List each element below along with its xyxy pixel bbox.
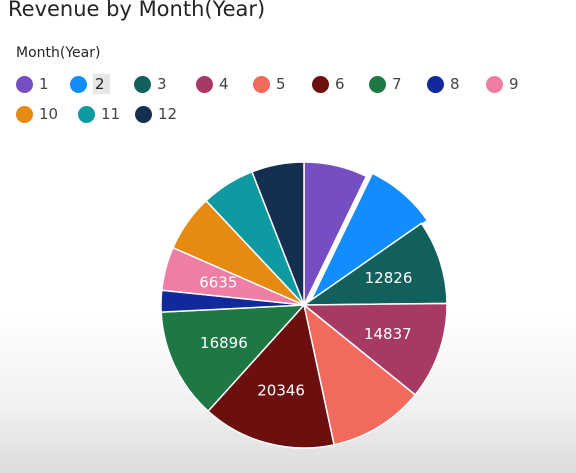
legend-swatch-6 xyxy=(312,75,329,93)
legend-label-9: 9 xyxy=(509,75,519,93)
chart-title: Revenue by Month(Year) xyxy=(8,0,266,21)
legend-label-11: 11 xyxy=(101,105,121,123)
legend-item-1[interactable]: 1 xyxy=(16,72,70,96)
legend-label-4: 4 xyxy=(219,75,229,93)
legend-item-6[interactable]: 6 xyxy=(312,72,369,96)
legend-swatch-4 xyxy=(196,75,213,93)
legend-swatch-8 xyxy=(427,75,444,93)
legend-item-10[interactable]: 10 xyxy=(16,102,78,126)
legend-item-2[interactable]: 2 xyxy=(70,72,134,96)
legend-swatch-9 xyxy=(486,75,503,93)
data-label-9: 6635 xyxy=(199,273,237,291)
legend: 1 2 3 4 5 6 7 8 xyxy=(16,69,576,129)
data-label-7: 16896 xyxy=(200,334,248,352)
legend-item-4[interactable]: 4 xyxy=(196,72,253,96)
legend-label-6: 6 xyxy=(335,75,345,93)
legend-swatch-7 xyxy=(369,75,386,93)
legend-label-7: 7 xyxy=(392,75,402,93)
legend-swatch-12 xyxy=(135,105,152,123)
legend-swatch-10 xyxy=(16,105,33,123)
legend-label-12: 12 xyxy=(158,105,178,123)
legend-item-8[interactable]: 8 xyxy=(427,72,486,96)
legend-item-7[interactable]: 7 xyxy=(369,72,427,96)
legend-item-3[interactable]: 3 xyxy=(134,72,196,96)
legend-label-10: 10 xyxy=(39,105,59,123)
legend-label-8: 8 xyxy=(450,75,460,93)
legend-row: 1 2 3 4 5 6 7 8 xyxy=(16,69,576,99)
pie-slice-4[interactable] xyxy=(301,302,448,396)
pie-slice-12[interactable] xyxy=(251,161,305,306)
legend-swatch-3 xyxy=(134,75,151,93)
legend-swatch-1 xyxy=(16,75,33,93)
pie-slice-3[interactable] xyxy=(301,222,448,306)
legend-label-5: 5 xyxy=(276,75,286,93)
data-label-4: 14837 xyxy=(364,325,412,343)
data-label-3: 12826 xyxy=(365,269,413,287)
legend-swatch-2 xyxy=(70,75,87,93)
pie-slice-6[interactable] xyxy=(207,303,335,449)
legend-item-11[interactable]: 11 xyxy=(78,102,135,126)
legend-label-3: 3 xyxy=(157,75,167,93)
legend-swatch-11 xyxy=(78,105,95,123)
pie-slice-2[interactable] xyxy=(308,172,429,305)
pie-slice-7[interactable] xyxy=(160,304,306,413)
legend-label-1: 1 xyxy=(39,75,49,93)
data-label-6: 20346 xyxy=(257,382,305,400)
legend-item-9[interactable]: 9 xyxy=(486,72,536,96)
legend-item-12[interactable]: 12 xyxy=(135,102,197,126)
legend-title: Month(Year) xyxy=(16,45,101,61)
legend-item-5[interactable]: 5 xyxy=(253,72,312,96)
pie-slice-5[interactable] xyxy=(302,303,417,446)
legend-row: 10 11 12 xyxy=(16,99,576,129)
legend-swatch-5 xyxy=(253,75,270,93)
legend-label-2: 2 xyxy=(93,74,110,94)
